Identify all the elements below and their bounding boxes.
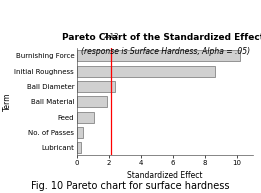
X-axis label: Standardized Effect: Standardized Effect: [127, 171, 203, 180]
Text: (response is Surface Hardness, Alpha = .05): (response is Surface Hardness, Alpha = .…: [81, 47, 250, 56]
Bar: [77, 127, 83, 138]
Bar: [77, 81, 115, 92]
Bar: [77, 66, 215, 77]
Bar: [77, 112, 94, 123]
Y-axis label: Term: Term: [3, 93, 12, 111]
Bar: [77, 50, 240, 61]
Bar: [77, 142, 81, 153]
Text: Fig. 10 Pareto chart for surface hardness: Fig. 10 Pareto chart for surface hardnes…: [31, 181, 230, 191]
Bar: [77, 96, 108, 107]
Text: 2.12: 2.12: [103, 33, 119, 39]
Text: Pareto Chart of the Standardized Effects: Pareto Chart of the Standardized Effects: [62, 33, 261, 42]
